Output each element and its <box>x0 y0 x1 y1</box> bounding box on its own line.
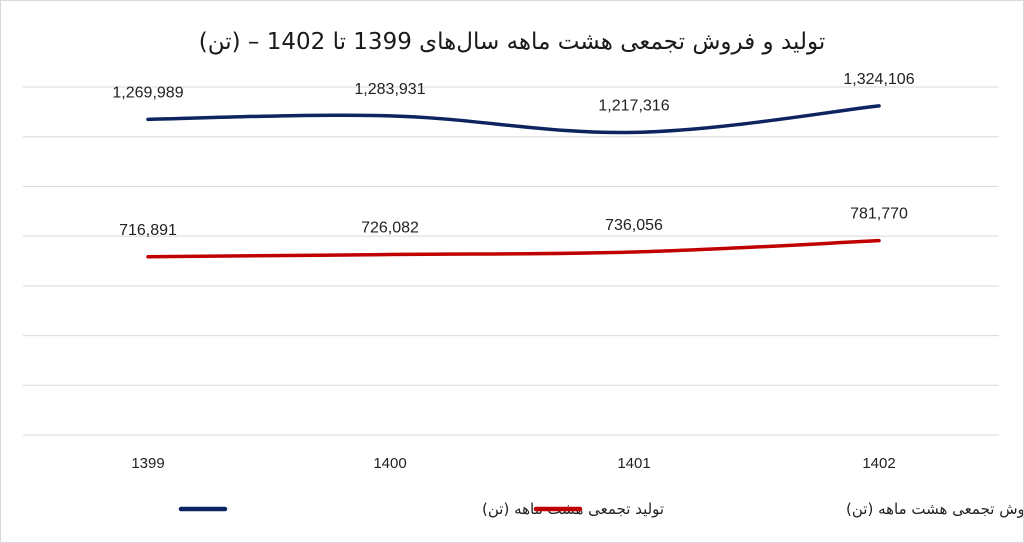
x-tick-label-1401: 1401 <box>617 455 650 472</box>
data-label-production-1402: 1,324,106 <box>843 71 914 88</box>
data-label-production-1399: 1,269,989 <box>112 84 183 101</box>
legend-label-sales: فروش تجمعی هشت ماهه (تن) <box>846 500 1023 518</box>
data-label-sales-1399: 716,891 <box>119 222 177 239</box>
legend-item-sales: فروش تجمعی هشت ماهه (تن) <box>533 500 1023 518</box>
data-label-production-1400: 1,283,931 <box>354 81 425 98</box>
x-axis-tick-labels: 1399 1400 1401 1402 <box>131 455 895 472</box>
x-tick-label-1400: 1400 <box>373 455 406 472</box>
data-label-sales-1400: 726,082 <box>361 220 419 237</box>
series-line-sales <box>146 238 881 259</box>
series-lines <box>146 104 881 259</box>
x-tick-label-1402: 1402 <box>862 455 895 472</box>
data-labels: 1,269,989 1,283,931 1,217,316 1,324,106 716,… <box>112 71 914 239</box>
chart-title: تولید و فروش تجمعی هشت ماهه سال‌های 1399… <box>199 29 826 55</box>
legend: تولید تجمعی هشت ماهه (تن) فروش تجمعی هشت… <box>178 500 1023 518</box>
data-label-sales-1402: 781,770 <box>850 206 908 223</box>
data-label-sales-1401: 736,056 <box>605 217 663 234</box>
data-label-production-1401: 1,217,316 <box>598 97 669 114</box>
legend-item-production: تولید تجمعی هشت ماهه (تن) <box>178 500 664 518</box>
series-line-production <box>146 104 881 135</box>
gridlines <box>23 86 999 436</box>
x-tick-label-1399: 1399 <box>131 455 164 472</box>
